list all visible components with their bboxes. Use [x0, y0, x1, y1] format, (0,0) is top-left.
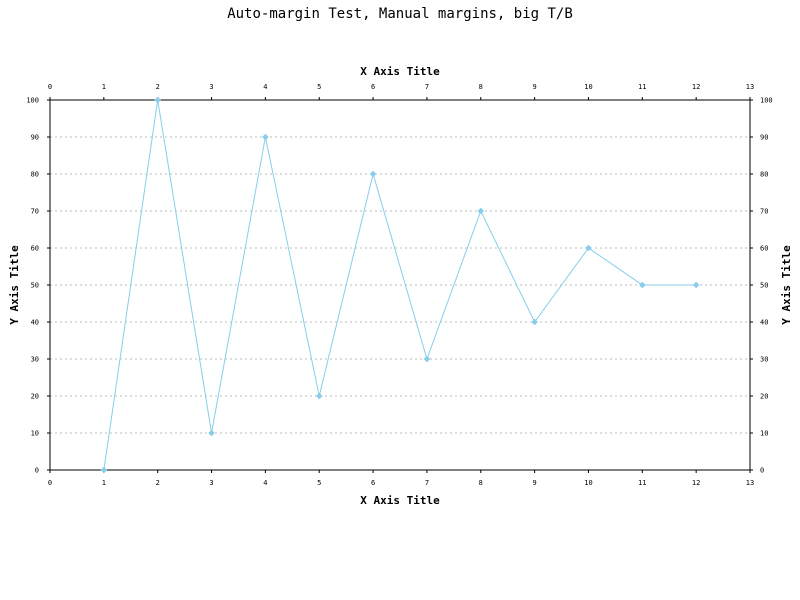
data-series: [100, 96, 700, 474]
x-tick-label-top: 10: [584, 83, 592, 91]
y-tick-label-right: 50: [760, 282, 768, 290]
y-tick-label-left: 90: [31, 134, 39, 142]
data-point-marker: [369, 170, 377, 178]
y-tick-label-left: 70: [31, 208, 39, 216]
x-axis-title-top: X Axis Title: [360, 65, 440, 78]
x-tick-label-top: 4: [263, 83, 267, 91]
x-tick-label-bottom: 0: [48, 479, 52, 487]
data-point-marker: [531, 318, 538, 326]
x-tick-label-bottom: 13: [746, 479, 754, 487]
y-tick-label-right: 70: [760, 208, 768, 216]
data-point-marker: [585, 244, 592, 252]
y-tick-label-left: 10: [31, 430, 39, 438]
y-tick-label-right: 80: [760, 171, 768, 179]
x-tick-label-bottom: 4: [263, 479, 267, 487]
series-line: [103, 99, 697, 471]
x-tick-label-bottom: 12: [692, 479, 700, 487]
data-point-marker: [154, 96, 162, 104]
x-tick-label-bottom: 7: [425, 479, 429, 487]
y-axis-title-right: Y Axis Title: [780, 245, 793, 325]
data-point-marker: [315, 392, 323, 400]
y-tick-label-left: 30: [31, 356, 39, 364]
y-tick-label-left: 60: [31, 245, 39, 253]
x-tick-label-top: 11: [638, 83, 646, 91]
x-tick-label-bottom: 1: [102, 479, 106, 487]
x-tick-label-bottom: 11: [638, 479, 646, 487]
x-tick-label-bottom: 9: [533, 479, 537, 487]
x-tick-label-top: 9: [533, 83, 537, 91]
data-point-marker: [638, 281, 646, 289]
x-tick-label-bottom: 3: [209, 479, 213, 487]
y-tick-label-right: 0: [760, 467, 764, 475]
data-point-marker: [477, 207, 485, 215]
y-tick-label-left: 20: [31, 393, 39, 401]
y-tick-label-left: 40: [31, 319, 39, 327]
data-point-marker: [423, 355, 431, 363]
x-tick-label-bottom: 2: [156, 479, 160, 487]
y-tick-label-right: 100: [760, 97, 773, 105]
x-tick-label-top: 1: [102, 83, 106, 91]
data-point-marker: [100, 466, 108, 474]
x-tick-label-bottom: 10: [584, 479, 592, 487]
x-tick-label-top: 12: [692, 83, 700, 91]
x-tick-label-top: 8: [479, 83, 483, 91]
y-axis-title-left: Y Axis Title: [8, 245, 21, 325]
x-tick-label-bottom: 6: [371, 479, 375, 487]
y-tick-label-left: 0: [35, 467, 39, 475]
y-tick-label-left: 100: [26, 97, 39, 105]
x-tick-label-top: 7: [425, 83, 429, 91]
y-tick-label-right: 10: [760, 430, 768, 438]
x-axis-title-bottom: X Axis Title: [360, 494, 440, 507]
x-tick-label-top: 13: [746, 83, 754, 91]
x-tick-label-bottom: 5: [317, 479, 321, 487]
data-point-marker: [692, 281, 700, 289]
y-tick-label-right: 20: [760, 393, 768, 401]
x-tick-label-top: 6: [371, 83, 375, 91]
y-tick-label-right: 90: [760, 134, 768, 142]
y-tick-label-right: 30: [760, 356, 768, 364]
x-tick-label-top: 5: [317, 83, 321, 91]
y-tick-label-left: 50: [31, 282, 39, 290]
x-tick-label-top: 3: [209, 83, 213, 91]
grid-lines: [50, 136, 750, 434]
chart-title: Auto-margin Test, Manual margins, big T/…: [227, 6, 573, 22]
x-tick-label-top: 0: [48, 83, 52, 91]
data-point-marker: [262, 133, 269, 141]
y-tick-label-left: 80: [31, 171, 39, 179]
data-point-marker: [208, 429, 215, 437]
y-tick-label-right: 40: [760, 319, 768, 327]
x-tick-label-top: 2: [156, 83, 160, 91]
x-tick-label-bottom: 8: [479, 479, 483, 487]
y-tick-label-right: 60: [760, 245, 768, 253]
